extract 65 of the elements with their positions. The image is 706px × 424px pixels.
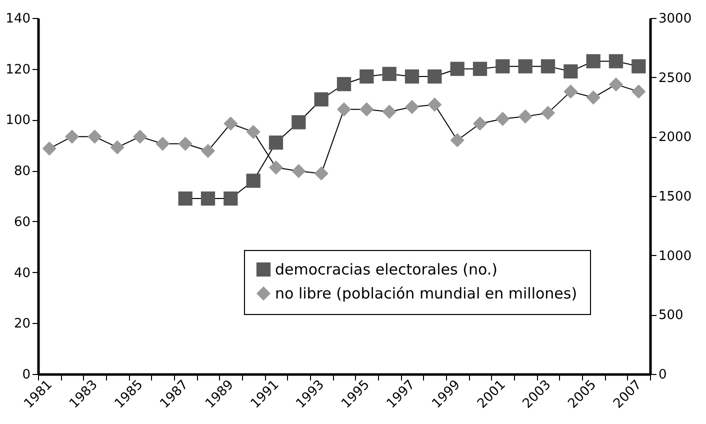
point <box>156 136 170 151</box>
y-tick-label: 140 <box>6 12 30 26</box>
y2-tick-label: 500 <box>658 308 684 324</box>
point <box>404 100 420 114</box>
y-tick-label: 60 <box>14 214 30 230</box>
point <box>42 141 56 156</box>
point <box>586 54 600 68</box>
point <box>88 130 102 144</box>
y2-tick-label: 1000 <box>658 248 692 264</box>
point <box>382 104 396 119</box>
y-tick-label: 120 <box>6 62 30 78</box>
point <box>64 130 80 144</box>
point <box>450 62 464 76</box>
point <box>224 116 238 131</box>
point <box>540 106 556 120</box>
point <box>268 160 284 175</box>
point <box>404 69 420 84</box>
point <box>246 174 260 188</box>
point <box>450 133 464 148</box>
point <box>564 84 578 99</box>
point <box>564 64 578 78</box>
y2-tick-label: 2000 <box>658 130 692 146</box>
y2-tick-label: 2500 <box>658 70 692 86</box>
point <box>518 59 532 74</box>
point <box>178 191 192 206</box>
point <box>246 124 260 139</box>
point <box>336 77 352 92</box>
point <box>540 59 556 74</box>
point <box>518 109 532 124</box>
point <box>336 102 352 116</box>
legend-label: democracias electorales (no.) <box>275 260 498 278</box>
point <box>314 166 328 181</box>
y-tick-label: 100 <box>6 113 30 128</box>
point <box>178 136 192 151</box>
point <box>632 59 646 74</box>
point <box>292 115 306 130</box>
y2-tick-label: 3000 <box>658 12 692 26</box>
y-tick-label: 40 <box>14 266 30 281</box>
point <box>496 59 510 74</box>
point <box>360 69 374 84</box>
point <box>632 84 646 99</box>
point <box>314 92 328 106</box>
point <box>608 54 624 68</box>
y-tick-label: 20 <box>14 316 30 332</box>
point <box>586 90 600 105</box>
y-tick-label: 0 <box>22 368 30 382</box>
point <box>496 112 510 126</box>
y2-tick-label: 1500 <box>658 190 692 204</box>
point <box>200 144 216 158</box>
point <box>382 66 396 82</box>
y2-tick-label: 0 <box>658 368 667 382</box>
point <box>132 130 148 144</box>
point <box>428 69 442 84</box>
point <box>200 191 216 206</box>
point <box>472 116 488 131</box>
point <box>608 77 624 92</box>
y-tick-label: 80 <box>14 164 30 180</box>
legend-label: no libre (población mundial en millones) <box>275 284 578 302</box>
point <box>428 98 442 112</box>
point <box>472 62 488 76</box>
point <box>360 102 374 116</box>
point <box>268 136 284 150</box>
point <box>110 140 124 154</box>
point <box>224 191 238 206</box>
point <box>292 164 306 178</box>
